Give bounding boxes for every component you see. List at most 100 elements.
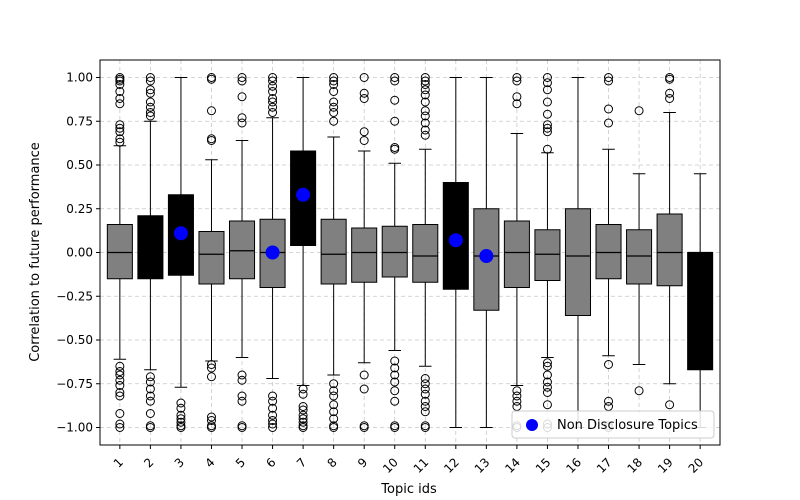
outlier-point (115, 80, 125, 89)
outlier-point (604, 76, 614, 86)
y-tick-label: −1.00 (56, 421, 93, 435)
outlier-point (115, 94, 125, 103)
outlier-point (542, 361, 552, 371)
outlier-point (420, 90, 430, 100)
outlier-point (542, 377, 552, 387)
box-topic-6 (259, 73, 286, 432)
box-body (656, 213, 683, 287)
outlier-point (268, 87, 278, 96)
box-body (595, 224, 622, 280)
outlier-point (298, 410, 308, 420)
outlier-point (145, 88, 155, 98)
outlier-point (542, 78, 552, 88)
outlier-point (542, 97, 552, 107)
x-tick-label: 5 (233, 455, 248, 470)
box-topic-9 (351, 73, 378, 432)
x-axis: 1 2 3 4 5 6 7 8 9 10 11 12 13 14 15 16 17 18 19 20 (111, 445, 707, 476)
y-axis: −1.00 −0.75 −0.50 −0.25 0.00 0.25 0.50 0.75 1.00 (56, 71, 100, 435)
outlier-point (176, 423, 186, 432)
outlier-point (390, 95, 400, 105)
outlier-point (206, 73, 216, 82)
outlier-point (145, 384, 155, 394)
outlier-point (420, 402, 430, 411)
outlier-point (268, 73, 278, 82)
box-topic-16 (564, 77, 592, 428)
x-tick-label: 1 (111, 455, 126, 470)
outlier-point (542, 382, 552, 392)
outlier-point (420, 106, 430, 116)
non-disclosure-marker (448, 233, 463, 248)
outlier-point (390, 143, 400, 152)
box-topic-17 (595, 73, 622, 432)
outlier-point (359, 94, 369, 103)
x-tick-label: 16 (563, 455, 584, 476)
y-tick-label: 1.00 (66, 71, 93, 85)
outlier-point (145, 372, 155, 382)
outlier-point (329, 379, 339, 389)
outlier-point (359, 370, 369, 380)
box-topic-8 (320, 73, 347, 432)
outlier-point (359, 127, 369, 137)
outlier-point (115, 391, 125, 401)
outlier-point (237, 73, 247, 82)
outlier-point (634, 106, 644, 116)
outlier-point (115, 388, 125, 397)
outlier-point (237, 391, 247, 401)
outlier-point (115, 134, 125, 144)
outlier-point (512, 92, 522, 102)
box-body (351, 227, 378, 283)
outlier-point (268, 102, 278, 112)
outlier-point (145, 111, 155, 121)
x-tick-label: 20 (686, 455, 707, 476)
outlier-point (420, 423, 430, 432)
box-body (534, 229, 561, 281)
y-tick-label: 0.75 (66, 114, 93, 128)
legend-frame (511, 410, 715, 439)
box-body (381, 225, 408, 278)
box-topic-18 (626, 106, 653, 396)
x-tick-label: 19 (655, 455, 676, 476)
box-topic-7 (290, 77, 317, 432)
x-tick-label: 9 (355, 455, 370, 470)
outlier-point (542, 370, 552, 380)
outlier-point (298, 389, 308, 399)
outlier-point (206, 412, 216, 422)
outlier-point (115, 137, 125, 147)
outlier-point (298, 384, 308, 394)
outlier-point (115, 375, 125, 385)
outlier-point (542, 127, 552, 137)
x-axis-title: Topic ids (380, 482, 437, 497)
outlier-point (206, 134, 216, 144)
outlier-point (390, 76, 400, 86)
outlier-point (665, 94, 675, 103)
outlier-point (542, 109, 552, 119)
outlier-point (298, 417, 308, 427)
outlier-point (420, 97, 430, 107)
outlier-point (420, 407, 430, 417)
box-body (412, 224, 439, 283)
outlier-point (115, 99, 125, 109)
legend-label: Non Disclosure Topics (557, 418, 698, 433)
outlier-point (268, 81, 278, 91)
outlier-point (512, 391, 522, 401)
outlier-point (604, 104, 614, 114)
outlier-point (268, 94, 278, 103)
outlier-point (145, 108, 155, 117)
box-topic-15 (534, 73, 561, 432)
outlier-point (115, 370, 125, 380)
outlier-point (542, 85, 552, 95)
outlier-point (390, 363, 400, 373)
x-tick-label: 7 (294, 455, 309, 470)
outlier-point (206, 416, 216, 425)
outlier-point (420, 76, 430, 86)
outlier-point (390, 116, 400, 126)
x-tick-label: 17 (594, 455, 615, 476)
outlier-point (390, 377, 400, 387)
box-topic-2 (137, 73, 164, 432)
y-tick-label: −0.25 (56, 289, 93, 303)
outlier-point (237, 423, 247, 432)
outlier-point (359, 73, 369, 82)
outlier-point (665, 88, 675, 98)
outlier-point (604, 360, 614, 369)
outlier-point (420, 396, 430, 406)
